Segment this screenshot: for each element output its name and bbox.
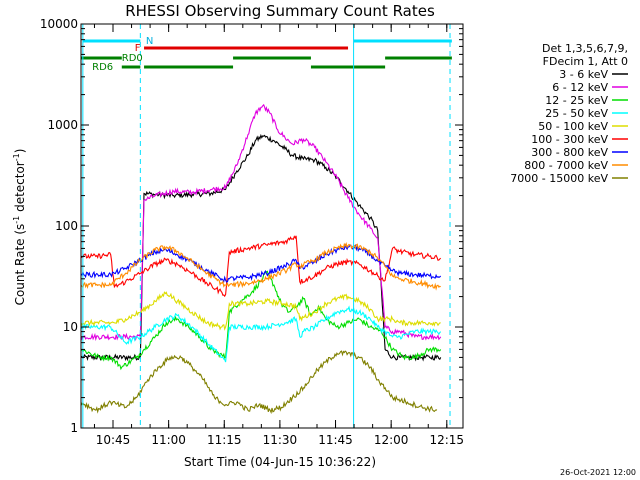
x-tick-label-0: 10:45	[96, 433, 131, 447]
series-line-4	[80, 291, 441, 331]
legend-header-0: Det 1,3,5,6,7,9,	[542, 42, 628, 55]
legend-header-1: FDecim 1, Att 0	[543, 55, 628, 68]
y-tick-label-1: 10	[63, 320, 78, 334]
legend-label-6: 300 - 800 keV	[531, 146, 608, 159]
series-line-8	[80, 350, 438, 415]
x-tick-label-6: 12:15	[429, 433, 464, 447]
attenuator-label-3: RD6	[92, 62, 113, 73]
x-tick-label-4: 11:45	[318, 433, 353, 447]
series-layer	[80, 103, 442, 415]
y-axis-label-part2: detector	[13, 161, 27, 216]
chart-title: RHESSI Observing Summary Count Rates	[125, 2, 435, 20]
series-line-0	[80, 133, 442, 362]
legend-label-7: 800 - 7000 keV	[524, 159, 608, 172]
series-line-3	[80, 305, 442, 363]
series-line-5	[80, 235, 442, 298]
x-tick-label-3: 11:30	[263, 433, 298, 447]
y-axis-label-sup2: -1	[12, 153, 21, 161]
series-line-7	[80, 242, 441, 291]
legend-label-0: 3 - 6 keV	[559, 68, 608, 81]
y-axis-label-part3: )	[13, 149, 27, 154]
attenuator-label-1: F	[135, 43, 141, 54]
attenuator-label-0: N	[146, 36, 153, 47]
y-axis-label: Count Rate (s-1 detector-1)	[12, 149, 27, 306]
y-tick-label-2: 100	[55, 219, 78, 233]
x-tick-label-5: 12:00	[374, 433, 409, 447]
y-tick-label-3: 1000	[47, 118, 78, 132]
x-tick-label-1: 11:00	[151, 433, 186, 447]
attenuator-label-2: RD0	[122, 53, 143, 64]
legend-label-1: 6 - 12 keV	[552, 81, 608, 94]
y-axis-label-sup1: -1	[12, 216, 21, 224]
y-tick-label-0: 1	[70, 421, 78, 435]
legend-label-3: 25 - 50 keV	[545, 107, 608, 120]
y-tick-label-4: 10000	[40, 17, 78, 31]
legend: Det 1,3,5,6,7,9,FDecim 1, Att 03 - 6 keV…	[510, 42, 628, 185]
series-line-1	[80, 103, 442, 342]
legend-label-4: 50 - 100 keV	[538, 120, 608, 133]
x-axis-label: Start Time (04-Jun-15 10:36:22)	[184, 455, 376, 469]
x-tick-label-2: 11:15	[207, 433, 242, 447]
plot-frame	[80, 23, 464, 429]
axes-layer: 1 10 100 1000 10000 10:45 11:00 11:15 11:30 11:45…	[40, 17, 464, 447]
legend-label-5: 100 - 300 keV	[531, 133, 608, 146]
timestamp: 26-Oct-2021 12:00	[560, 468, 636, 477]
legend-label-2: 12 - 25 keV	[545, 94, 608, 107]
legend-label-8: 7000 - 15000 keV	[510, 172, 608, 185]
y-axis-label-part1: Count Rate (s	[13, 224, 27, 306]
